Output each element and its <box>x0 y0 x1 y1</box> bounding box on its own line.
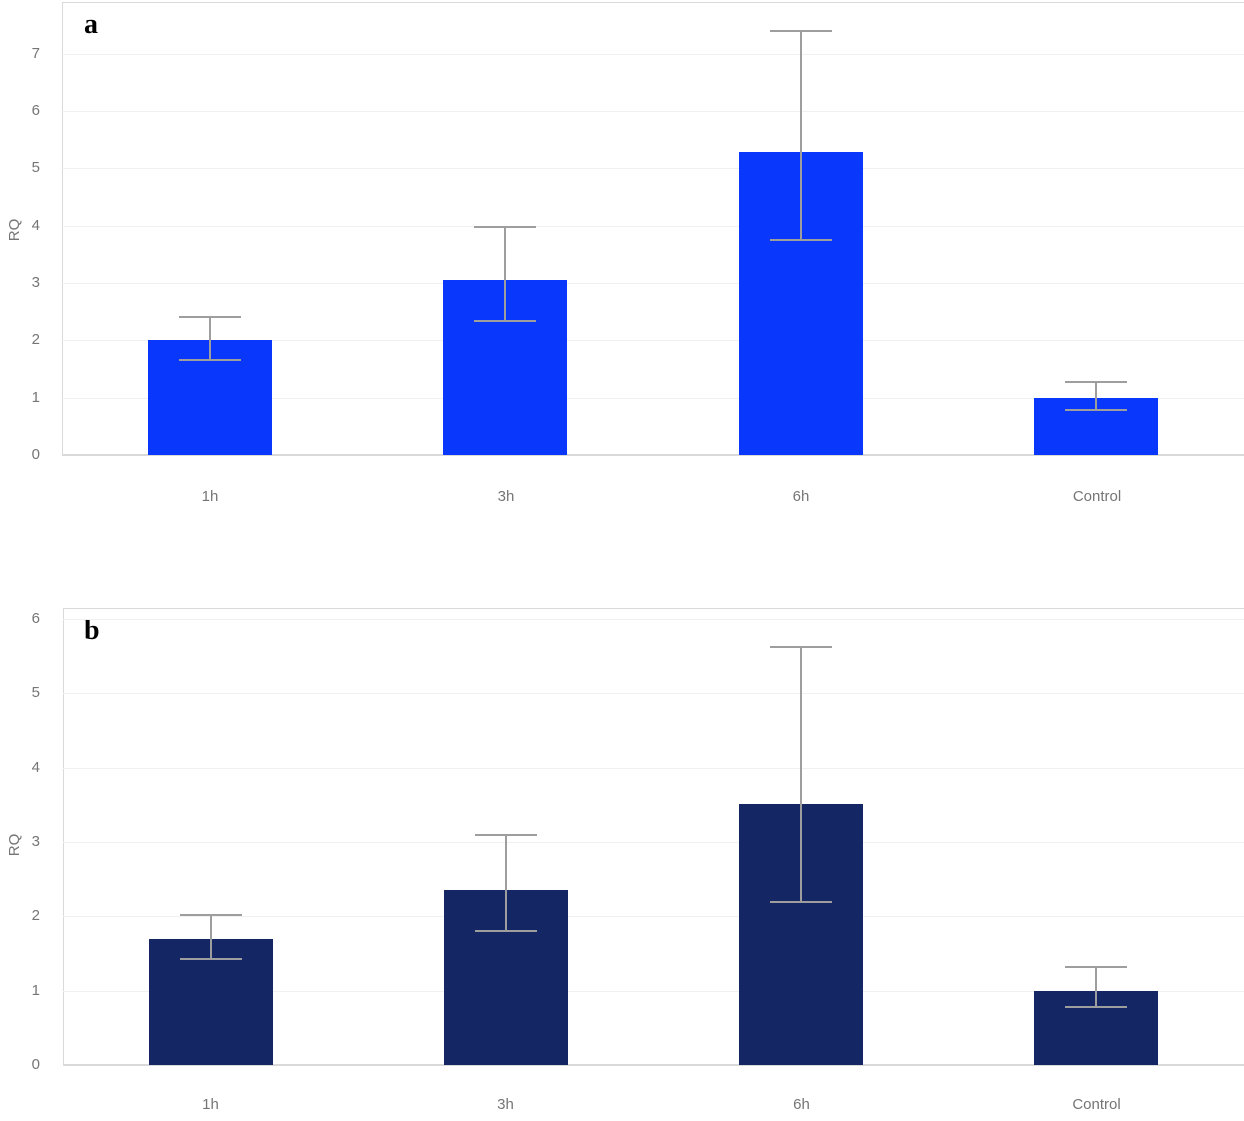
error-bar-stem <box>505 835 507 931</box>
gridline <box>63 619 1244 620</box>
y-tick-label: 4 <box>31 759 40 776</box>
error-bar-cap-top <box>1065 381 1127 383</box>
error-bar-cap-bottom <box>475 930 537 932</box>
y-tick-label: 3 <box>31 274 40 291</box>
y-tick-label: 0 <box>31 446 40 463</box>
error-bar-stem <box>1095 382 1097 410</box>
y-tick-label: 2 <box>31 907 40 924</box>
y-tick-label: 3 <box>31 833 40 850</box>
plot-area <box>63 608 1244 1065</box>
x-category-label: 3h <box>497 488 515 505</box>
plot-area <box>62 2 1244 455</box>
y-tick-label: 6 <box>31 610 40 627</box>
gridline <box>63 842 1244 843</box>
gridline <box>63 916 1244 917</box>
error-bar-cap-bottom <box>1065 1006 1127 1008</box>
y-tick-label: 4 <box>31 217 40 234</box>
gridline <box>62 340 1244 341</box>
gridline <box>62 168 1244 169</box>
panel-label-b: b <box>84 615 100 646</box>
gridline <box>62 283 1244 284</box>
gridline <box>62 111 1244 112</box>
y-tick-label: 5 <box>31 684 40 701</box>
x-category-label: Control <box>1072 488 1122 505</box>
error-bar-cap-top <box>1065 966 1127 968</box>
x-category-label: 3h <box>497 1096 514 1113</box>
x-category-label: 6h <box>793 1096 810 1113</box>
y-tick-label: 2 <box>31 331 40 348</box>
error-bar-cap-top <box>770 646 832 648</box>
y-tick-label: 0 <box>31 1056 40 1073</box>
error-bar-stem <box>1095 967 1097 1007</box>
error-bar-cap-top <box>474 226 536 228</box>
error-bar-cap-top <box>179 316 241 318</box>
error-bar-cap-top <box>475 834 537 836</box>
error-bar-stem <box>210 915 212 959</box>
error-bar-cap-top <box>770 30 832 32</box>
x-category-label: 1h <box>202 1096 219 1113</box>
error-bar-cap-bottom <box>1065 409 1127 411</box>
error-bar-cap-bottom <box>180 958 242 960</box>
gridline <box>63 991 1244 992</box>
y-tick-label: 6 <box>31 102 40 119</box>
error-bar-cap-bottom <box>770 239 832 241</box>
bar-b-1h <box>149 939 273 1065</box>
gridline <box>63 768 1244 769</box>
error-bar-stem <box>209 317 211 360</box>
error-bar-stem <box>800 31 802 240</box>
error-bar-cap-bottom <box>770 901 832 903</box>
gridline <box>63 693 1244 694</box>
error-bar-stem <box>504 227 506 321</box>
x-axis-line <box>62 454 1244 456</box>
error-bar-cap-bottom <box>474 320 536 322</box>
error-bar-cap-top <box>180 914 242 916</box>
panel-label-a: a <box>84 9 98 40</box>
y-tick-label: 7 <box>31 45 40 62</box>
error-bar-stem <box>800 647 802 902</box>
x-category-label: 6h <box>792 488 810 505</box>
gridline <box>62 226 1244 227</box>
y-tick-label: 5 <box>31 159 40 176</box>
y-tick-label: 1 <box>31 982 40 999</box>
x-category-label: 1h <box>201 488 219 505</box>
x-category-label: Control <box>1072 1096 1121 1113</box>
y-tick-label: 1 <box>31 389 40 406</box>
error-bar-cap-bottom <box>179 359 241 361</box>
gridline <box>62 398 1244 399</box>
x-axis-line <box>63 1064 1244 1066</box>
gridline <box>62 54 1244 55</box>
